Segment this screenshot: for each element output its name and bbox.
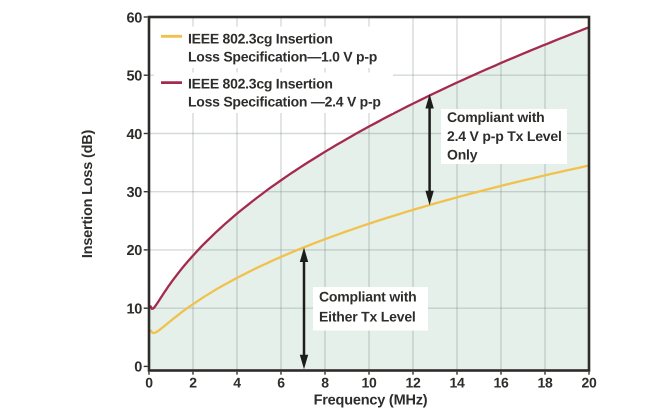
svg-text:12: 12: [406, 374, 421, 390]
svg-text:30: 30: [126, 185, 142, 201]
svg-text:Only: Only: [447, 147, 478, 163]
svg-text:6: 6: [277, 374, 285, 390]
svg-text:8: 8: [321, 374, 329, 390]
svg-text:2.4 V p-p Tx Level: 2.4 V p-p Tx Level: [447, 128, 562, 144]
svg-text:Insertion Loss (dB): Insertion Loss (dB): [80, 129, 96, 258]
svg-text:2: 2: [189, 374, 197, 390]
svg-text:40: 40: [126, 127, 142, 143]
svg-text:10: 10: [362, 374, 377, 390]
svg-text:Frequency (MHz): Frequency (MHz): [314, 393, 428, 409]
svg-text:Loss Specification —2.4 V p-p: Loss Specification —2.4 V p-p: [188, 94, 381, 110]
svg-text:14: 14: [450, 374, 465, 390]
svg-text:0: 0: [145, 374, 153, 390]
svg-text:IEEE 802.3cg Insertion: IEEE 802.3cg Insertion: [188, 76, 333, 92]
svg-text:60: 60: [126, 10, 142, 26]
svg-text:50: 50: [126, 69, 142, 85]
svg-text:4: 4: [233, 374, 241, 390]
svg-text:Loss Specification—1.0 V p-p: Loss Specification—1.0 V p-p: [188, 48, 377, 64]
svg-text:Either Tx Level: Either Tx Level: [319, 308, 416, 324]
svg-text:IEEE 802.3cg Insertion: IEEE 802.3cg Insertion: [188, 30, 333, 46]
svg-text:Compliant with: Compliant with: [319, 289, 417, 305]
svg-text:0: 0: [134, 360, 142, 376]
svg-text:10: 10: [126, 302, 142, 318]
svg-text:18: 18: [538, 374, 553, 390]
svg-text:20: 20: [582, 374, 597, 390]
svg-text:Compliant with: Compliant with: [447, 109, 545, 125]
svg-text:20: 20: [126, 243, 142, 259]
svg-text:16: 16: [494, 374, 509, 390]
